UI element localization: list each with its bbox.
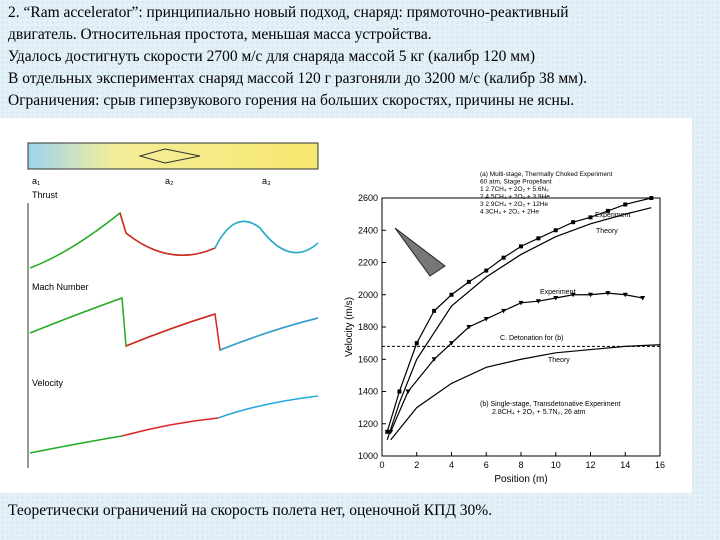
x-tick-label: 4 [449,460,454,470]
paragraph: двигатель. Относительная простота, меньш… [8,26,432,43]
point [553,228,558,233]
paragraph: 2. “Ram accelerator”: принципиально новы… [8,4,569,21]
point [571,220,576,225]
projectile-image [394,227,446,277]
velocity-curve [121,417,219,437]
mach-curve [219,317,319,351]
y-tick-label: 1600 [358,354,378,364]
panel-label: Mach Number [32,282,89,292]
station-label: a₁ [32,176,40,186]
x-tick-label: 16 [655,460,665,470]
point [397,389,402,394]
point [536,236,541,241]
thrust-curve [214,220,319,254]
y-tick-label: 1200 [358,419,378,429]
panel-label: Thrust [32,190,58,200]
y-axis-label: Velocity (m/s) [344,297,355,357]
point [553,295,559,301]
annotation: 2.8CH₄ + 2O₂ + 5.7N₂, 26 atm [492,409,586,416]
point [605,291,611,296]
x-tick-label: 12 [585,460,595,470]
legend-line: 60 atm, Stage Propellant [480,179,552,186]
legend-line: 2 4.5CH₄ + 2O₂ + 3.9He [480,194,550,201]
figure-background [0,118,692,493]
velocity-curve [29,435,123,454]
x-tick-label: 8 [518,460,523,470]
legend-line: 4 3CH₄ + 2O₂ + 2He [480,209,539,216]
thrust-curve [119,212,216,257]
x-tick-label: 6 [484,460,489,470]
footer-text: Теоретически ограничений на скорость пол… [8,502,493,519]
point [519,244,523,249]
point [405,389,411,394]
series-line [386,207,652,441]
legend-line: 1 2.7CH₄ + 2O₂ + 5.6N₂ [480,186,549,193]
point [414,341,419,346]
legend-line: 3 2.9CH₄ + 2O₂ + 12He [480,201,548,208]
point [449,292,454,297]
y-tick-label: 1000 [358,451,378,461]
x-axis-label: Position (m) [494,474,547,485]
annotation: Experiment [595,212,630,219]
annotation: C. Detonation for (b) [500,335,563,342]
velocity-curve [217,395,319,419]
point [649,196,654,200]
point [466,325,472,330]
panel-label: Velocity [32,378,64,388]
figure: a₁ a₂ a₃ Thrust Mach Number Velocity 100… [0,118,692,493]
point [623,202,628,207]
projectile [138,148,201,164]
point [484,268,489,273]
point [385,429,390,434]
y-tick-label: 1400 [358,387,378,397]
point [518,300,524,306]
x-tick-label: 2 [414,460,419,470]
point [449,341,454,346]
paragraph: Удалось достигнуть скорости 2700 м/с для… [8,48,536,65]
legend-line: (a) Multi-stage, Thermally Choked Experi… [480,171,613,178]
x-tick-label: 14 [620,460,630,470]
point [501,255,506,260]
point [622,292,628,298]
point [501,308,507,314]
point [466,279,471,284]
station-label: a₂ [165,176,174,186]
point [388,429,394,435]
point [588,292,593,298]
point [570,292,576,298]
annotation: Theory [548,357,570,364]
point [605,208,610,213]
annotation: (b) Single-stage, Transdetonative Experi… [480,401,621,408]
series-line [390,344,661,441]
y-tick-label: 2600 [358,193,378,203]
paragraph: Ограничения: срыв гиперзвукового горения… [8,92,575,109]
point [431,357,437,362]
paragraph: В отдельных экспериментах снаряд массой … [8,70,587,87]
annotation: Theory [596,228,618,235]
point [432,308,437,313]
point [535,299,541,304]
y-tick-label: 2200 [358,258,378,268]
point [483,316,489,322]
y-tick-label: 2400 [358,225,378,235]
y-tick-label: 2000 [358,290,378,300]
y-tick-label: 1800 [358,322,378,332]
x-tick-label: 0 [379,460,384,470]
tube [27,142,319,170]
point [588,215,593,220]
left-panels: a₁ a₂ a₃ Thrust Mach Number Velocity [27,176,319,468]
annotation: Experiment [540,289,575,296]
x-tick-label: 10 [551,460,561,470]
series-line [386,197,652,432]
point [640,295,646,301]
station-label: a₃ [262,176,271,186]
